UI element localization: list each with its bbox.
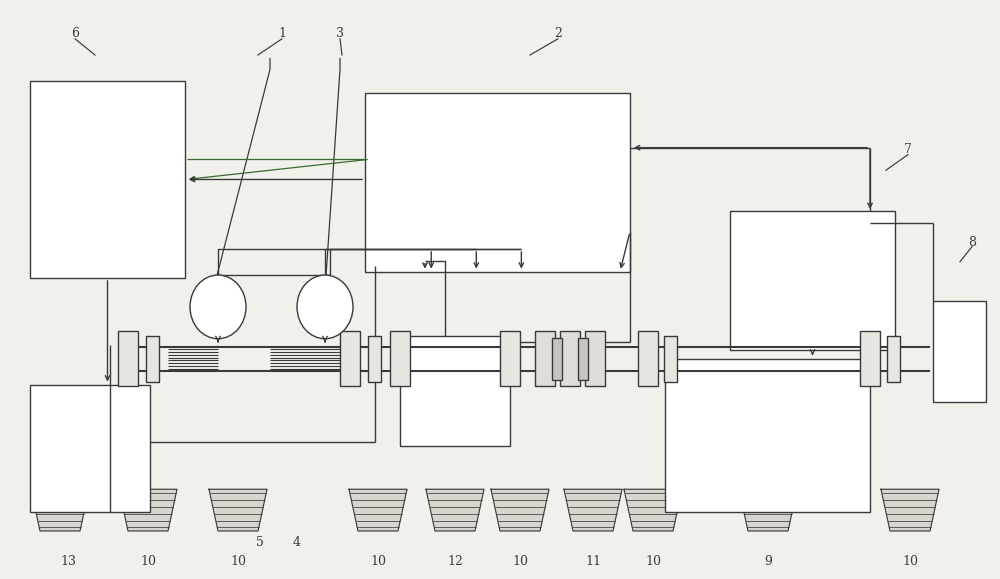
Bar — [368, 336, 380, 382]
Ellipse shape — [297, 275, 353, 339]
Text: 11: 11 — [585, 555, 601, 568]
Text: 5: 5 — [256, 536, 264, 549]
Text: 9: 9 — [764, 555, 772, 568]
Text: 2: 2 — [554, 27, 562, 40]
Bar — [146, 336, 158, 382]
Text: 8: 8 — [968, 236, 976, 248]
Text: 1: 1 — [278, 27, 286, 40]
Bar — [860, 331, 880, 387]
Polygon shape — [739, 489, 797, 531]
Bar — [118, 331, 138, 387]
Bar — [340, 331, 360, 387]
Bar — [887, 336, 900, 382]
Bar — [578, 338, 588, 380]
Text: 12: 12 — [447, 555, 463, 568]
Bar — [500, 331, 520, 387]
Polygon shape — [426, 489, 484, 531]
Text: 3: 3 — [336, 27, 344, 40]
Text: 10: 10 — [370, 555, 386, 568]
Text: 10: 10 — [230, 555, 246, 568]
Text: 10: 10 — [140, 555, 156, 568]
Bar — [585, 331, 605, 387]
Polygon shape — [881, 489, 939, 531]
Bar — [933, 301, 986, 402]
Bar — [30, 81, 185, 278]
Polygon shape — [624, 489, 682, 531]
Polygon shape — [349, 489, 407, 531]
Bar — [535, 331, 555, 387]
Polygon shape — [31, 489, 89, 531]
Text: 13: 13 — [60, 555, 76, 568]
Text: 4: 4 — [293, 536, 301, 549]
Bar — [664, 336, 677, 382]
Bar — [390, 331, 410, 387]
Bar — [560, 331, 580, 387]
Polygon shape — [119, 489, 177, 531]
Bar — [730, 211, 895, 350]
Text: 10: 10 — [902, 555, 918, 568]
Text: 7: 7 — [904, 143, 912, 156]
Polygon shape — [209, 489, 267, 531]
Text: 10: 10 — [512, 555, 528, 568]
Polygon shape — [564, 489, 622, 531]
Bar — [400, 336, 510, 446]
Bar — [552, 338, 562, 380]
Polygon shape — [491, 489, 549, 531]
Bar — [665, 359, 870, 512]
Bar — [365, 93, 630, 272]
Text: 6: 6 — [71, 27, 79, 40]
Ellipse shape — [190, 275, 246, 339]
Text: 10: 10 — [645, 555, 661, 568]
Bar — [638, 331, 658, 387]
Bar — [30, 385, 150, 512]
